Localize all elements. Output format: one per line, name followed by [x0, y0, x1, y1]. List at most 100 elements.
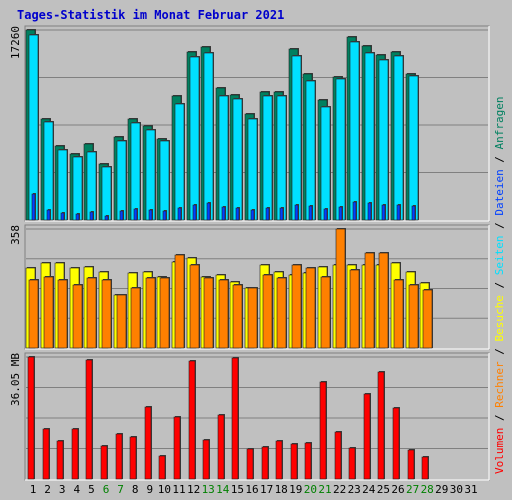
y-axis-max-label: 358 — [9, 225, 22, 245]
day-label: 11 — [172, 483, 185, 496]
panel-frame — [24, 352, 490, 481]
bar-dateien-day-5 — [89, 211, 94, 221]
bar-seiten-day-20 — [305, 80, 316, 221]
day-label: 3 — [59, 483, 66, 496]
bar-volumen-day-8 — [129, 436, 137, 480]
panel-top: 17260 — [9, 25, 490, 222]
bar-rechner-day-12 — [189, 264, 200, 349]
bar-rechner-day-20 — [305, 267, 316, 349]
bar-volumen-day-15 — [231, 357, 239, 480]
bar-seiten-day-21 — [320, 106, 331, 221]
bar-dateien-day-24 — [367, 202, 372, 221]
bar-dateien-day-12 — [192, 204, 197, 221]
bar-seiten-day-25 — [378, 59, 389, 221]
bar-seiten-day-15 — [232, 98, 243, 221]
side-legend-segment: Besuche — [493, 295, 506, 341]
bar-seiten-day-7 — [116, 140, 127, 221]
day-label: 26 — [391, 483, 404, 496]
side-legend-segment: / — [493, 275, 506, 295]
side-legend-segment: Anfragen — [493, 96, 506, 149]
bar-rechner-day-26 — [393, 279, 404, 349]
bar-volumen-day-12 — [188, 360, 196, 480]
chart-title: Tages-Statistik im Monat Februar 2021 — [17, 8, 284, 22]
bar-volumen-day-20 — [304, 442, 312, 480]
bar-rechner-day-3 — [57, 279, 68, 349]
side-legend-segment: Seiten — [493, 236, 506, 276]
y-axis-max-label: 17260 — [9, 26, 22, 59]
day-label: 29 — [435, 483, 448, 496]
bar-dateien-day-10 — [162, 210, 167, 221]
bar-seiten-day-26 — [393, 55, 404, 221]
bar-volumen-day-27 — [407, 449, 415, 480]
day-label: 31 — [464, 483, 477, 496]
bar-volumen-day-9 — [144, 406, 152, 480]
day-label: 12 — [187, 483, 200, 496]
side-legend-segment: Rechner — [493, 361, 506, 408]
bar-seiten-day-10 — [159, 140, 170, 221]
day-label: 13 — [202, 483, 215, 496]
bar-volumen-day-10 — [158, 455, 166, 480]
y-axis-max-label: 36.05 MB — [9, 353, 22, 406]
side-legend: Volumen / Rechner / Besuche / Seiten / D… — [493, 96, 506, 474]
bar-volumen-day-14 — [217, 414, 225, 480]
day-label: 14 — [216, 483, 230, 496]
bar-volumen-day-26 — [392, 407, 400, 480]
side-legend-segment: Volumen — [493, 428, 506, 474]
bar-rechner-day-11 — [174, 254, 185, 349]
bar-volumen-day-19 — [290, 443, 298, 480]
bar-seiten-day-3 — [57, 149, 68, 221]
day-label: 16 — [245, 483, 258, 496]
day-label: 1 — [30, 483, 37, 496]
bar-volumen-day-25 — [377, 371, 385, 480]
bar-dateien-day-27 — [411, 205, 416, 221]
bar-rechner-day-23 — [349, 269, 360, 349]
bar-volumen-day-24 — [363, 393, 371, 480]
bar-dateien-day-20 — [308, 205, 313, 221]
bar-rechner-day-5 — [86, 277, 97, 349]
bar-dateien-day-23 — [352, 201, 357, 221]
side-legend-segment: / — [493, 408, 506, 428]
panel-bottom: 36.05 MB — [9, 352, 490, 481]
bar-rechner-day-19 — [291, 264, 302, 349]
day-label: 23 — [348, 483, 361, 496]
bar-dateien-day-16 — [250, 209, 255, 221]
bar-volumen-day-2 — [42, 428, 50, 480]
day-label: 8 — [132, 483, 139, 496]
x-axis-day-labels: 1 2 3 4 5 6 7 8 9 10 11 12 13 14 15 16 17 18 19 20 21 22 23 24 2… — [30, 483, 478, 496]
bar-volumen-day-23 — [348, 447, 356, 480]
bar-seiten-day-16 — [247, 118, 258, 221]
bar-dateien-day-8 — [133, 208, 138, 221]
bar-volumen-day-21 — [319, 381, 327, 480]
bar-rechner-day-22 — [335, 228, 346, 349]
day-label: 7 — [117, 483, 124, 496]
bar-dateien-day-15 — [235, 207, 240, 221]
day-label: 20 — [304, 483, 317, 496]
bar-seiten-day-2 — [43, 121, 54, 221]
side-legend-segment: Dateien — [493, 169, 506, 215]
bar-dateien-day-1 — [31, 193, 36, 221]
side-legend-segment: / — [493, 149, 506, 169]
bar-rechner-day-28 — [422, 289, 433, 349]
bar-dateien-day-14 — [221, 206, 226, 221]
bar-volumen-day-17 — [261, 446, 269, 480]
panel-middle: 358 — [9, 224, 490, 350]
day-label: 6 — [103, 483, 110, 496]
bar-volumen-day-7 — [115, 433, 123, 480]
bar-seiten-day-27 — [408, 75, 419, 221]
bar-rechner-day-17 — [262, 274, 273, 349]
day-label: 17 — [260, 483, 273, 496]
bar-rechner-day-18 — [276, 277, 287, 349]
bar-volumen-day-3 — [56, 440, 64, 480]
bar-seiten-day-24 — [364, 52, 375, 221]
bar-volumen-day-5 — [85, 359, 93, 480]
bar-rechner-day-21 — [320, 276, 331, 349]
bar-dateien-day-4 — [75, 213, 80, 221]
bar-volumen-day-13 — [202, 439, 210, 480]
bar-volumen-day-28 — [421, 456, 429, 480]
day-label: 27 — [406, 483, 419, 496]
day-label: 24 — [362, 483, 376, 496]
bar-seiten-day-8 — [130, 122, 141, 221]
day-label: 5 — [88, 483, 95, 496]
day-label: 19 — [289, 483, 302, 496]
